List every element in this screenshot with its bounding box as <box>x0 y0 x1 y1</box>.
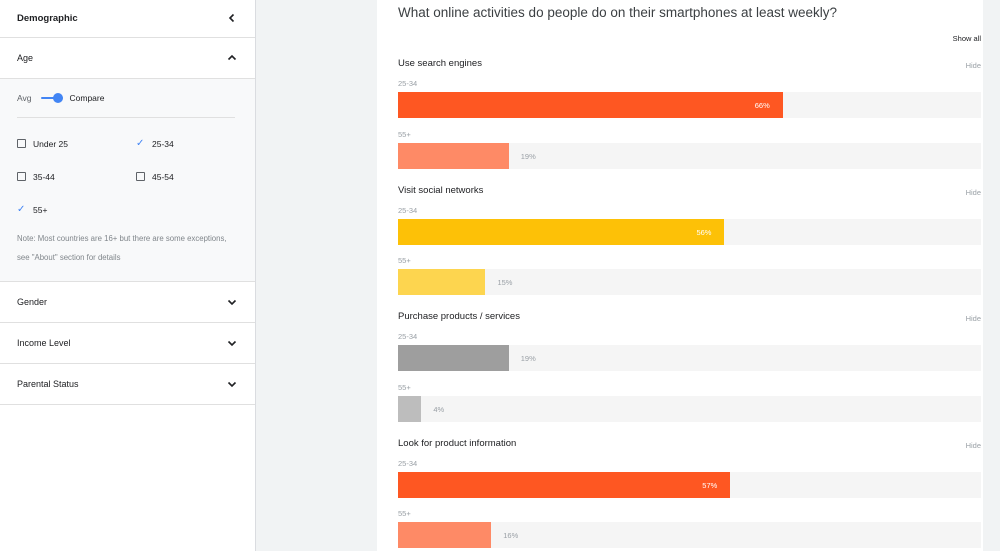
hide-button[interactable]: Hide <box>965 314 981 323</box>
bar <box>398 92 783 118</box>
age-group-label: 55+ <box>398 509 411 518</box>
activity-title: Use search engines <box>398 58 482 69</box>
parental-section: Parental Status <box>0 364 255 405</box>
activity-title: Look for product information <box>398 437 517 449</box>
income-section-header[interactable]: Income Level <box>0 323 255 363</box>
bar-value-label: 66% <box>754 101 770 110</box>
bar <box>398 395 422 422</box>
age-group-label: 55+ <box>398 129 411 139</box>
age-section-label: Age <box>17 53 34 63</box>
age-option-55-[interactable]: ✓ 55+ <box>17 200 136 219</box>
bar-track: 16% <box>398 522 981 548</box>
chevron-left-icon <box>228 13 235 22</box>
checkbox-icon <box>136 172 145 181</box>
bar-value-label: 56% <box>696 227 712 237</box>
chart-panel: What online activities do people do on t… <box>377 0 983 551</box>
parental-section-header[interactable]: Parental Status <box>0 364 255 404</box>
bar-track: 57% <box>398 471 981 498</box>
sidebar-header: Demographic <box>0 0 255 38</box>
avg-label: Avg <box>17 93 32 103</box>
age-checkbox-grid: Under 25 ✓ 25-34 35-44 45-54 ✓ 55+ <box>17 130 238 219</box>
age-section: Age Avg Compare Under 25 ✓ 25-34 35-44 45-54… <box>0 38 255 282</box>
avg-compare-toggle-row: Avg Compare <box>17 79 238 117</box>
sidebar-title: Demographic <box>17 13 78 24</box>
bar-track: 19% <box>398 142 981 169</box>
demographic-sidebar: Demographic Age Avg Compare Under 25 ✓ 25-… <box>0 0 256 551</box>
activity-title: Visit social networks <box>398 184 484 196</box>
income-section-label: Income Level <box>17 338 71 348</box>
chevron-down-icon <box>227 340 237 347</box>
checkbox-icon <box>17 172 26 181</box>
collapse-sidebar-button[interactable] <box>227 10 237 28</box>
bar-track: 4% <box>398 395 981 422</box>
chevron-up-icon <box>227 54 237 61</box>
bar-track: 56% <box>398 218 981 245</box>
hide-button[interactable]: Hide <box>965 61 981 70</box>
show-all-button[interactable]: Show all <box>952 34 981 43</box>
bar-value-label: 16% <box>503 531 519 540</box>
checkbox-icon <box>17 139 26 148</box>
age-group-label: 25-34 <box>398 332 418 341</box>
age-group-label: 55+ <box>398 382 411 392</box>
gender-section-label: Gender <box>17 297 48 307</box>
bar-value-label: 57% <box>702 480 718 490</box>
parental-section-label: Parental Status <box>17 379 79 389</box>
bar-value-label: 19% <box>520 354 536 363</box>
income-section: Income Level <box>0 323 255 364</box>
avg-compare-toggle[interactable] <box>40 93 63 103</box>
bar-value-label: 4% <box>433 404 445 414</box>
bar-track: 19% <box>398 345 981 371</box>
hide-button[interactable]: Hide <box>965 440 981 450</box>
gender-section: Gender <box>0 282 255 323</box>
age-option-under-25[interactable]: Under 25 <box>17 134 136 153</box>
bar <box>398 522 492 548</box>
age-option-label: 25-34 <box>152 138 174 149</box>
age-group-label: 25-34 <box>398 79 418 88</box>
hide-button[interactable]: Hide <box>965 187 981 197</box>
bar-value-label: 15% <box>497 278 513 287</box>
age-group-label: 25-34 <box>398 458 418 468</box>
bar <box>398 142 509 169</box>
question-title: What online activities do people do on t… <box>398 5 838 20</box>
age-filter-panel: Avg Compare Under 25 ✓ 25-34 35-44 45-54 ✓ 55+… <box>0 78 255 281</box>
bar <box>398 345 509 371</box>
bar-value-label: 19% <box>520 151 536 161</box>
age-option-label: Under 25 <box>33 138 68 149</box>
activity-title: Purchase products / services <box>398 311 520 322</box>
age-section-header[interactable]: Age <box>0 38 255 78</box>
age-option-45-54[interactable]: 45-54 <box>136 167 236 186</box>
chevron-down-icon <box>227 299 237 306</box>
bar <box>398 269 486 295</box>
gender-section-header[interactable]: Gender <box>0 282 255 322</box>
age-group-label: 25-34 <box>398 205 418 215</box>
age-option-label: 45-54 <box>152 171 174 182</box>
bar-track: 66% <box>398 92 981 118</box>
age-option-label: 55+ <box>33 204 48 215</box>
age-option-25-34[interactable]: ✓ 25-34 <box>136 134 236 153</box>
age-option-label: 35-44 <box>33 171 55 182</box>
divider <box>17 117 235 118</box>
bar <box>398 471 731 498</box>
bar-track: 15% <box>398 269 981 295</box>
checkmark-icon: ✓ <box>17 203 26 215</box>
bar <box>398 218 725 245</box>
chevron-down-icon <box>227 381 237 388</box>
age-option-35-44[interactable]: 35-44 <box>17 167 136 186</box>
compare-label: Compare <box>69 93 105 103</box>
age-note: Note: Most countries are 16+ but there a… <box>17 234 227 262</box>
checkmark-icon: ✓ <box>136 137 145 149</box>
age-group-label: 55+ <box>398 256 411 265</box>
